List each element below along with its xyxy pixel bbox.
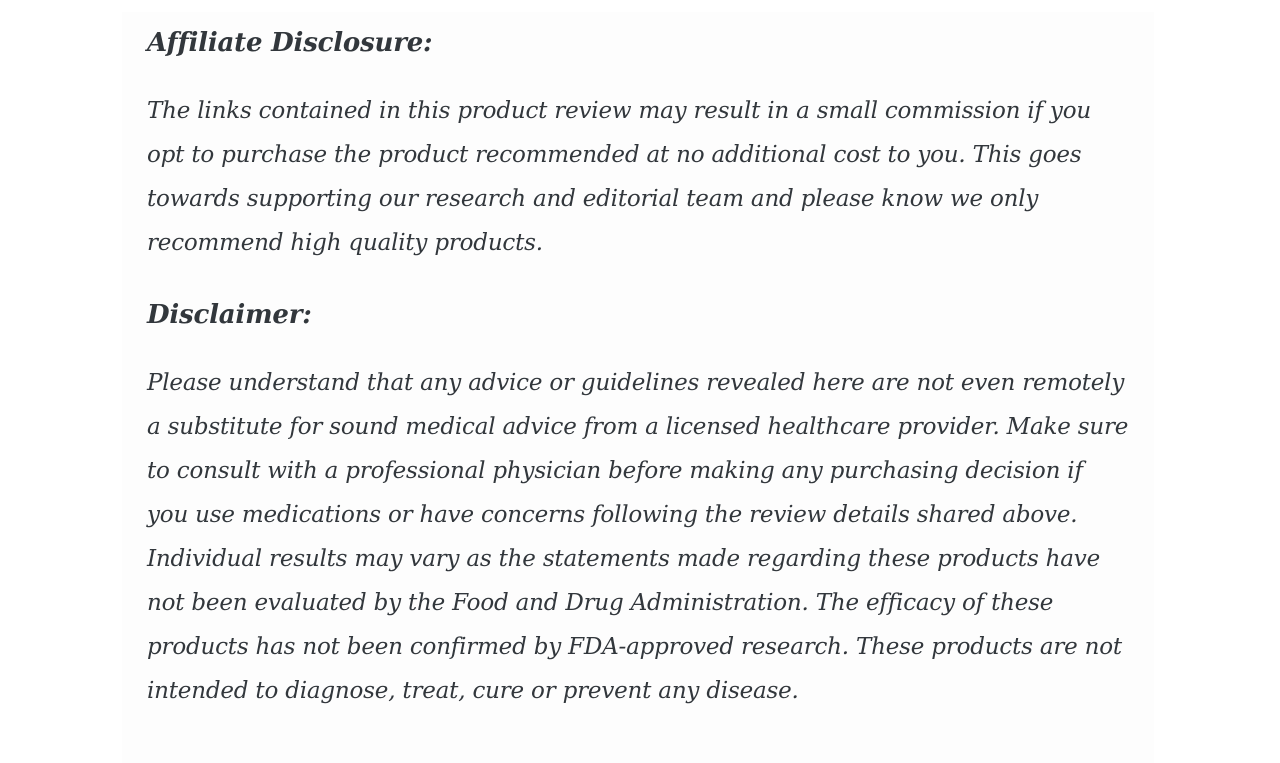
article-content: Affiliate Disclosure: The links containe…: [122, 12, 1154, 763]
disclaimer-paragraph: Please understand that any advice or gui…: [147, 370, 1129, 704]
affiliate-disclosure-paragraph: The links contained in this product revi…: [147, 98, 1091, 256]
disclaimer-heading: Disclaimer:: [147, 300, 312, 330]
affiliate-disclosure-heading: Affiliate Disclosure:: [147, 28, 433, 58]
